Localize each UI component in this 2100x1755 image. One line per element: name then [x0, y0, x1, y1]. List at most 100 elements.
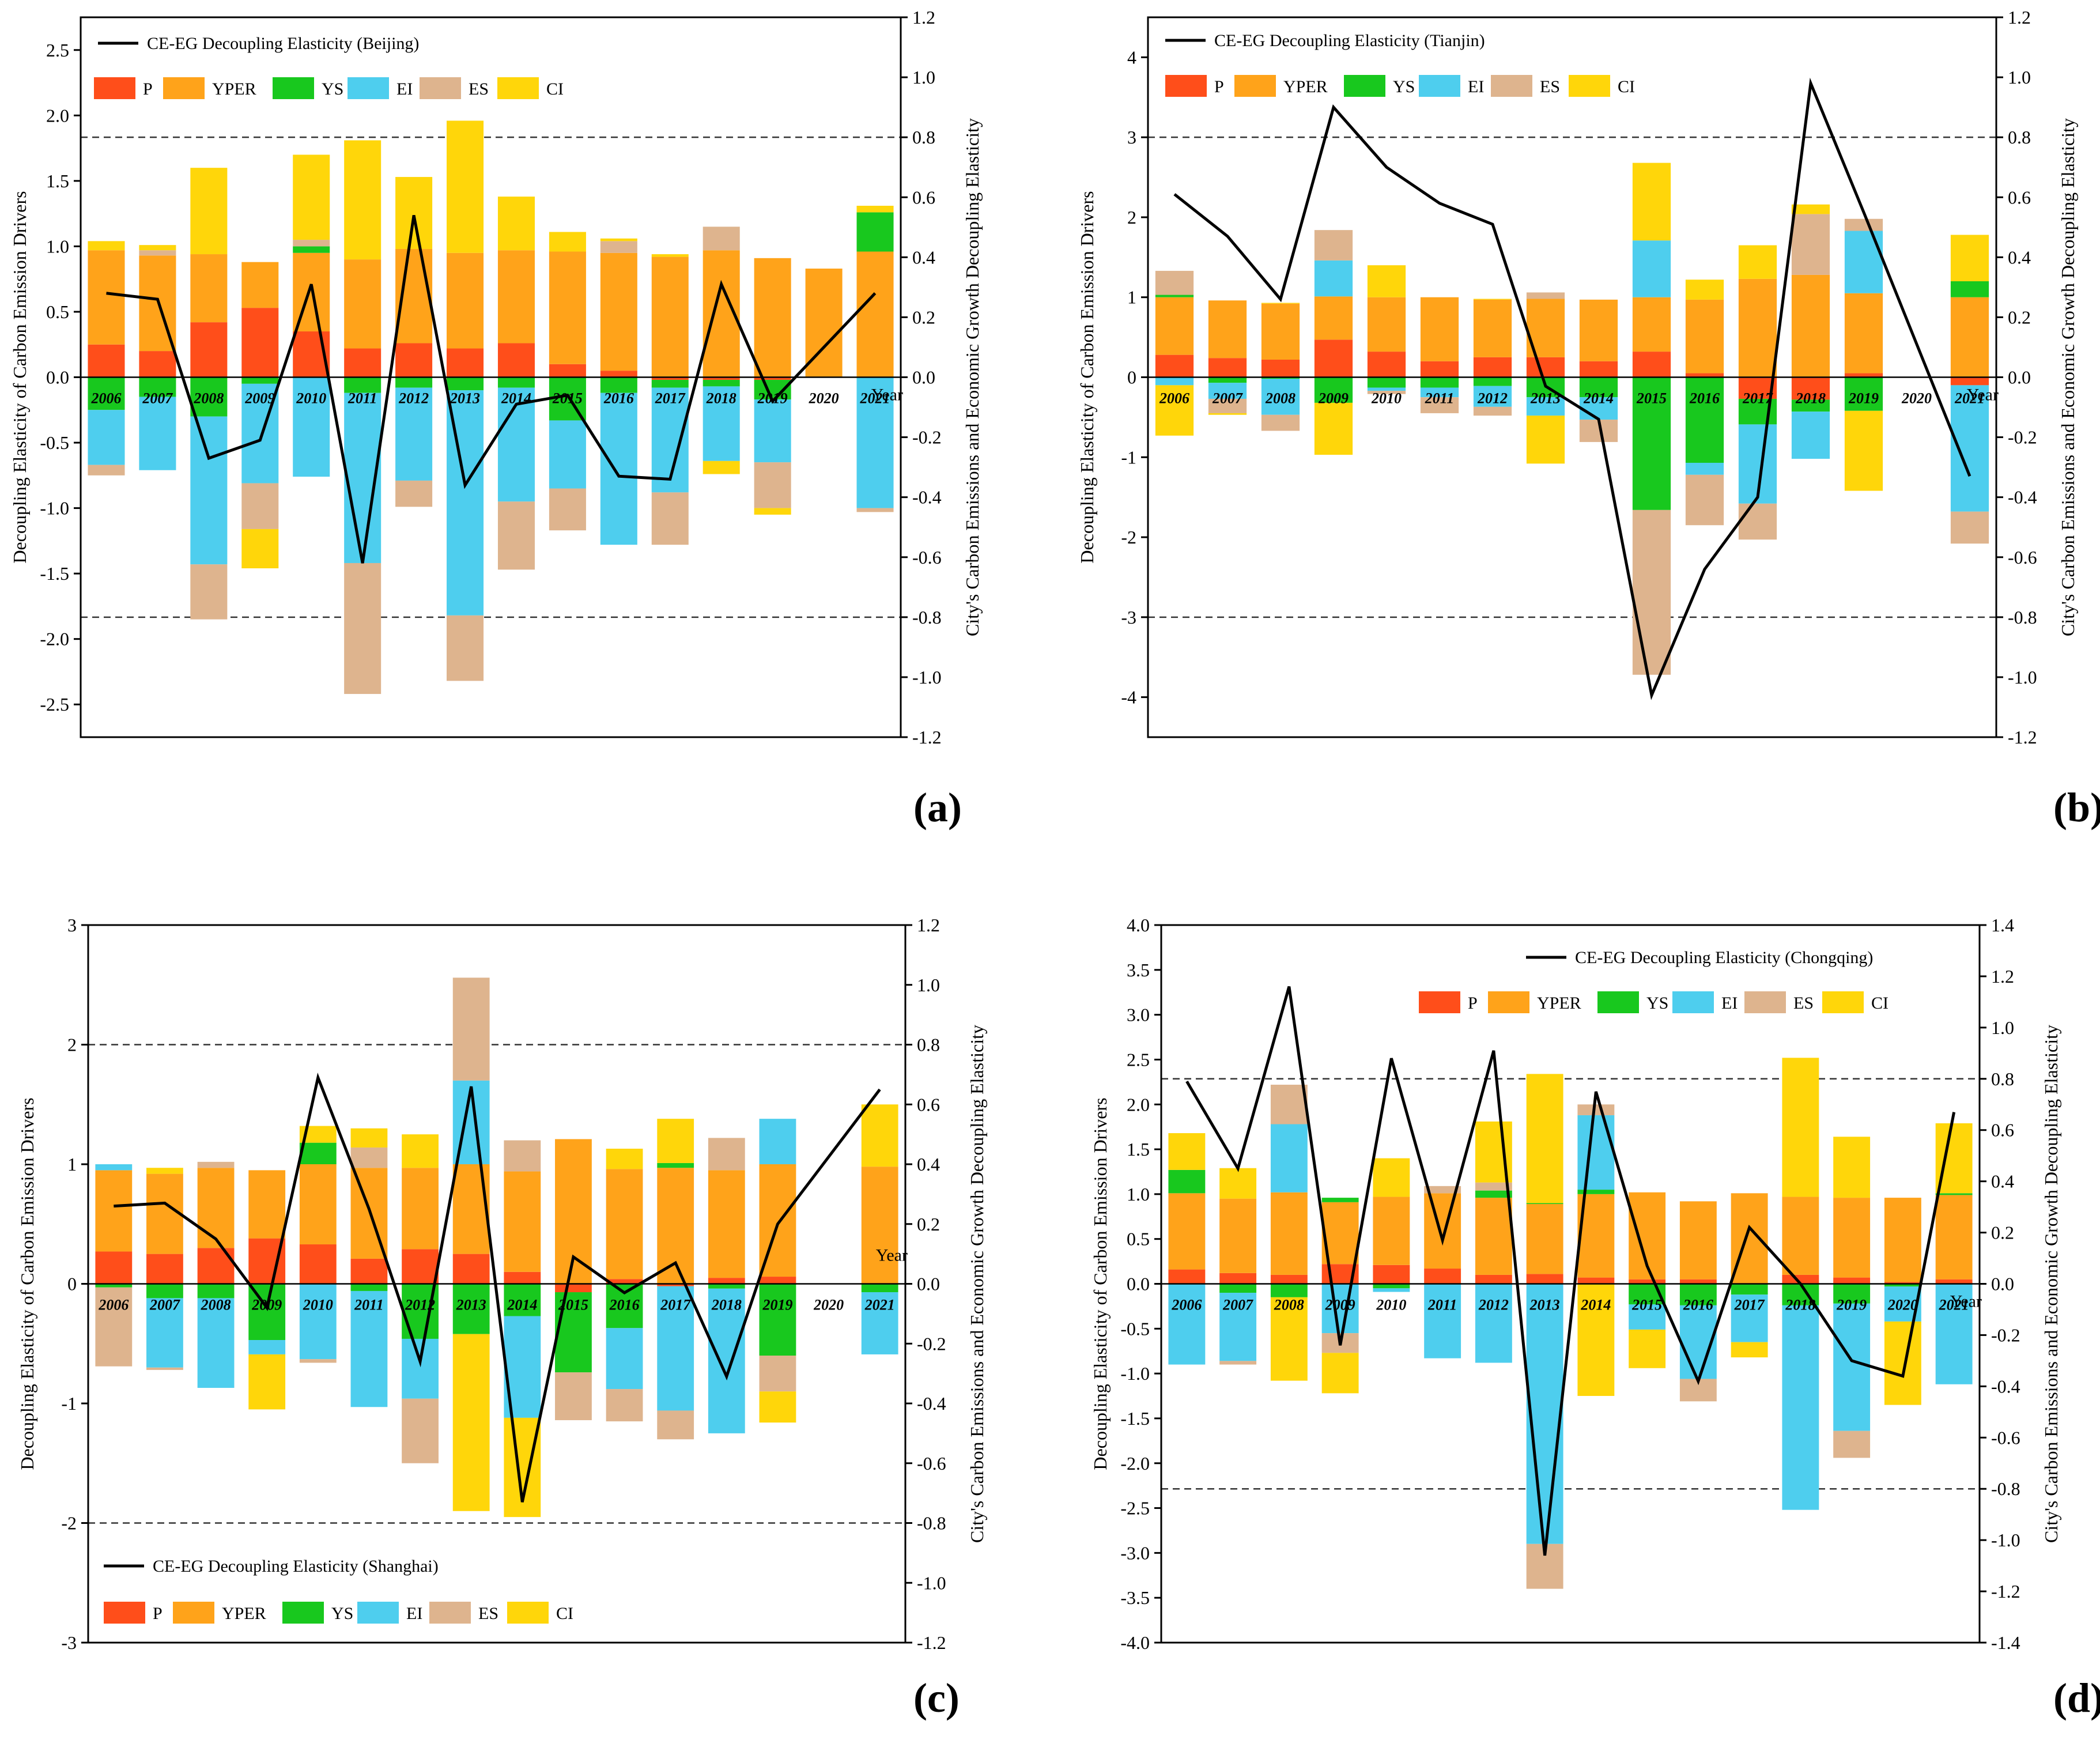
bar-ys-2006	[95, 1284, 133, 1288]
bar-ys-2017	[1731, 1284, 1768, 1295]
panel-chongqing: 2006 2007 2008 2009 2010 2011 2012 2013 2014 2015…	[1090, 915, 2100, 1721]
y2-axis-title: City's Carbon Emissions and Economic Gro…	[966, 1025, 987, 1543]
bar-ei-2008	[197, 1298, 235, 1388]
legend-label-ei: EI	[396, 80, 413, 99]
legend-swatch-p	[94, 77, 135, 99]
y2-tick-label: 0.2	[912, 307, 935, 327]
bar-es-2018	[708, 1138, 745, 1171]
legend-swatch-yper	[163, 77, 205, 99]
x-tick-label: 2014	[1580, 1297, 1611, 1314]
bar-ys-2016	[600, 377, 637, 393]
bar-yper-2014	[504, 1171, 541, 1272]
x-tick-label: 2008	[1274, 1297, 1304, 1314]
y-tick-label: 1.0	[1127, 1184, 1150, 1205]
legend-swatch-ei	[357, 1602, 399, 1624]
y2-tick-label: 0.6	[917, 1094, 940, 1115]
bar-ei-2016	[1685, 462, 1724, 475]
bar-ei-2021	[861, 1292, 898, 1354]
bar-es-2008	[197, 1161, 235, 1168]
bar-ei-2010	[293, 377, 330, 477]
bar-ci-2017	[1738, 245, 1777, 279]
x-tick-label: 2006	[90, 390, 121, 407]
y2-tick-label: -0.2	[2008, 427, 2037, 448]
bar-yper-2020	[1884, 1198, 1921, 1282]
bar-ci-2016	[600, 238, 637, 241]
y-tick-label: -2	[1121, 527, 1136, 548]
bar-p-2015	[549, 364, 586, 378]
y2-tick-label: 1.4	[1991, 915, 2014, 935]
bar-yper-2008	[1270, 1192, 1308, 1275]
bar-ei-2010	[1373, 1288, 1410, 1292]
bar-es-2016	[600, 241, 637, 253]
bar-ci-2007	[146, 1168, 183, 1174]
y-tick-label: -1.0	[1120, 1363, 1150, 1384]
y-axis-title: Decoupling Elasticity of Carbon Emission…	[1077, 191, 1097, 563]
bar-yper-2008	[1261, 303, 1300, 360]
bar-ys-2018	[708, 1284, 745, 1289]
x-tick-label: 2020	[809, 390, 839, 407]
bar-p-2014	[1577, 1277, 1615, 1284]
bar-p-2014	[504, 1271, 541, 1284]
legend-swatch-es	[1491, 75, 1532, 97]
bar-yper-2018	[1782, 1197, 1819, 1275]
x-tick-label: 2009	[1318, 390, 1349, 407]
bar-ci-2006	[88, 241, 125, 251]
bar-p-2007	[1208, 358, 1247, 378]
bar-es-2012	[395, 480, 433, 507]
bar-es-2012	[1475, 1182, 1512, 1191]
bar-p-2020	[1884, 1282, 1921, 1284]
bar-ei-2014	[1579, 397, 1618, 420]
bar-p-2010	[299, 1244, 337, 1284]
bar-ys-2008	[1261, 377, 1300, 379]
bar-ys-2015	[555, 1292, 592, 1373]
bar-ci-2007	[1208, 413, 1247, 415]
bar-ei-2013	[1526, 1284, 1563, 1544]
x-tick-label: 2020	[813, 1297, 844, 1314]
bar-ys-2021	[856, 212, 894, 252]
bar-ys-2006	[1155, 295, 1194, 297]
bar-ys-2008	[1270, 1284, 1308, 1297]
x-tick-label: 2008	[1265, 390, 1295, 407]
bar-es-2011	[344, 563, 382, 695]
bar-ei-2007	[139, 397, 176, 470]
bar-p-2012	[395, 343, 433, 378]
bar-ci-2013	[447, 120, 484, 253]
bar-yper-2018	[708, 1170, 745, 1278]
y2-tick-label: -1.2	[2008, 727, 2037, 748]
bar-ys-2021	[1950, 281, 1989, 297]
bar-ei-2010	[1367, 387, 1406, 391]
y2-tick-label: 0.0	[917, 1274, 940, 1294]
legend-swatch-ys	[282, 1602, 324, 1624]
bar-ci-2013	[1526, 416, 1565, 464]
legend-swatch-ci	[1822, 991, 1864, 1013]
bar-ys-2015	[1632, 377, 1671, 510]
bar-ci-2015	[1632, 163, 1671, 241]
y2-tick-label: -1.0	[912, 667, 942, 688]
bar-yper-2015	[549, 251, 586, 364]
y2-tick-label: -0.8	[917, 1513, 946, 1534]
y-tick-label: 2.0	[46, 105, 69, 126]
legend-swatch-yper	[1488, 991, 1529, 1013]
bar-ei-2012	[395, 387, 433, 481]
y2-tick-label: -1.0	[1991, 1530, 2020, 1550]
bar-es-2007	[139, 250, 176, 256]
bar-ci-2017	[657, 1119, 694, 1163]
y2-tick-label: -1.2	[1991, 1581, 2020, 1602]
legend-swatch-ci	[1569, 75, 1610, 97]
legend-line-label: CE-EG Decoupling Elasticity (Shanghai)	[153, 1557, 439, 1576]
bar-ys-2009	[1321, 1198, 1359, 1202]
y-tick-label: 0	[67, 1274, 77, 1294]
y2-tick-label: 0.4	[917, 1154, 940, 1175]
bar-yper-2012	[1475, 1198, 1512, 1275]
bar-ei-2016	[600, 392, 637, 545]
bar-ys-2011	[344, 377, 382, 393]
y-tick-label: -0.5	[1120, 1318, 1150, 1339]
x-tick-label: 2010	[296, 390, 326, 407]
legend-label-ei: EI	[406, 1604, 422, 1623]
bar-yper-2006	[1155, 297, 1194, 355]
bar-ei-2021	[856, 377, 894, 508]
bar-ci-2010	[1367, 265, 1406, 297]
y2-tick-label: -0.8	[912, 607, 942, 628]
bar-ys-2019	[1833, 1284, 1871, 1304]
bar-ei-2019	[1833, 1303, 1871, 1431]
